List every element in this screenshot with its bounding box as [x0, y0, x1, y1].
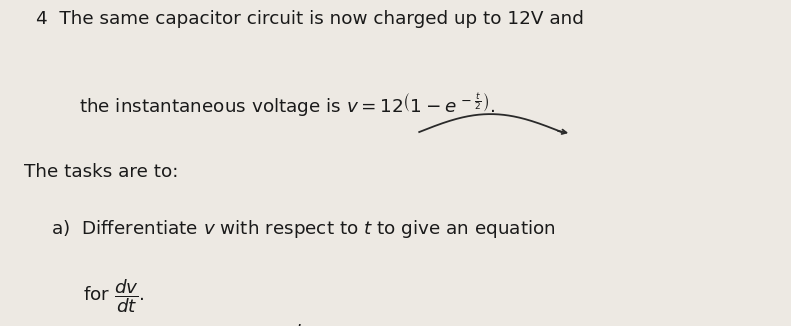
Text: 4  The same capacitor circuit is now charged up to 12V and: 4 The same capacitor circuit is now char…: [36, 10, 584, 28]
Text: The tasks are to:: The tasks are to:: [24, 163, 178, 181]
Text: for $\dfrac{dv}{dt}$.: for $\dfrac{dv}{dt}$.: [83, 277, 145, 315]
Text: b)  Calculate the value of $\dfrac{dv}{dt}$ at $t = 2s$ and $t = 4s$.: b) Calculate the value of $\dfrac{dv}{dt…: [51, 323, 498, 326]
Text: a)  Differentiate $v$ with respect to $t$ to give an equation: a) Differentiate $v$ with respect to $t$…: [51, 218, 556, 240]
Text: the instantaneous voltage is $v = 12\left(1 - e^{\,-\frac{t}{2}}\right).$: the instantaneous voltage is $v = 12\lef…: [79, 91, 495, 118]
